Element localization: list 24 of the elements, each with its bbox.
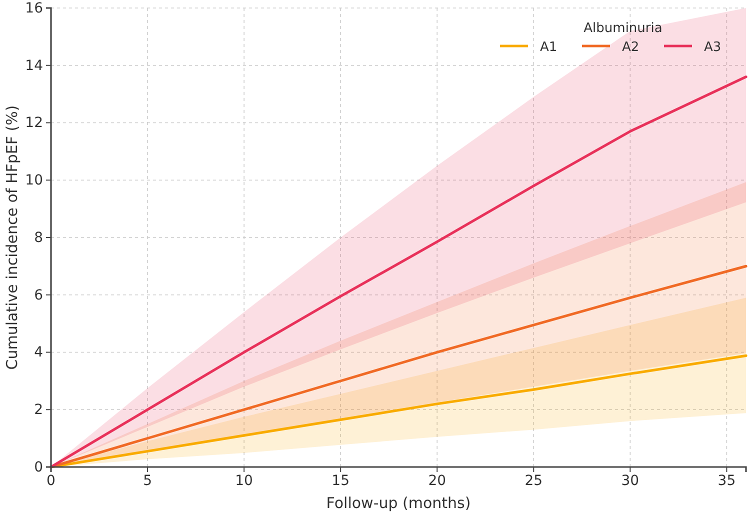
x-tick-label: 30: [621, 472, 640, 489]
y-tick-label: 10: [25, 172, 43, 189]
legend-label: A2: [622, 40, 640, 55]
y-tick-label: 2: [34, 402, 43, 418]
legend-label: A1: [540, 40, 558, 55]
x-tick-label: 10: [235, 472, 253, 489]
x-tick-label: 0: [46, 472, 56, 489]
y-tick-label: 16: [25, 0, 44, 16]
x-tick-label: 35: [718, 472, 736, 489]
legend-label: A3: [704, 40, 722, 55]
line-series: [50, 76, 748, 468]
y-tick-label: 4: [34, 344, 44, 361]
y-tick-label: 12: [25, 115, 43, 132]
x-tick-label: 5: [143, 472, 152, 489]
x-tick-label: 25: [524, 472, 543, 489]
x-tick-label: 20: [428, 472, 446, 489]
y-tick-label: 0: [34, 459, 43, 476]
y-axis-title: Cumulative incidence of HFpEF (%): [3, 105, 21, 370]
x-tick-label: 15: [332, 472, 350, 489]
y-tick-label: 8: [34, 230, 43, 246]
x-axis-title: Follow-up (months): [326, 494, 471, 512]
y-tick-label: 6: [34, 287, 44, 304]
y-tick-label: 14: [25, 58, 44, 74]
legend-title: Albuminuria: [584, 21, 662, 36]
